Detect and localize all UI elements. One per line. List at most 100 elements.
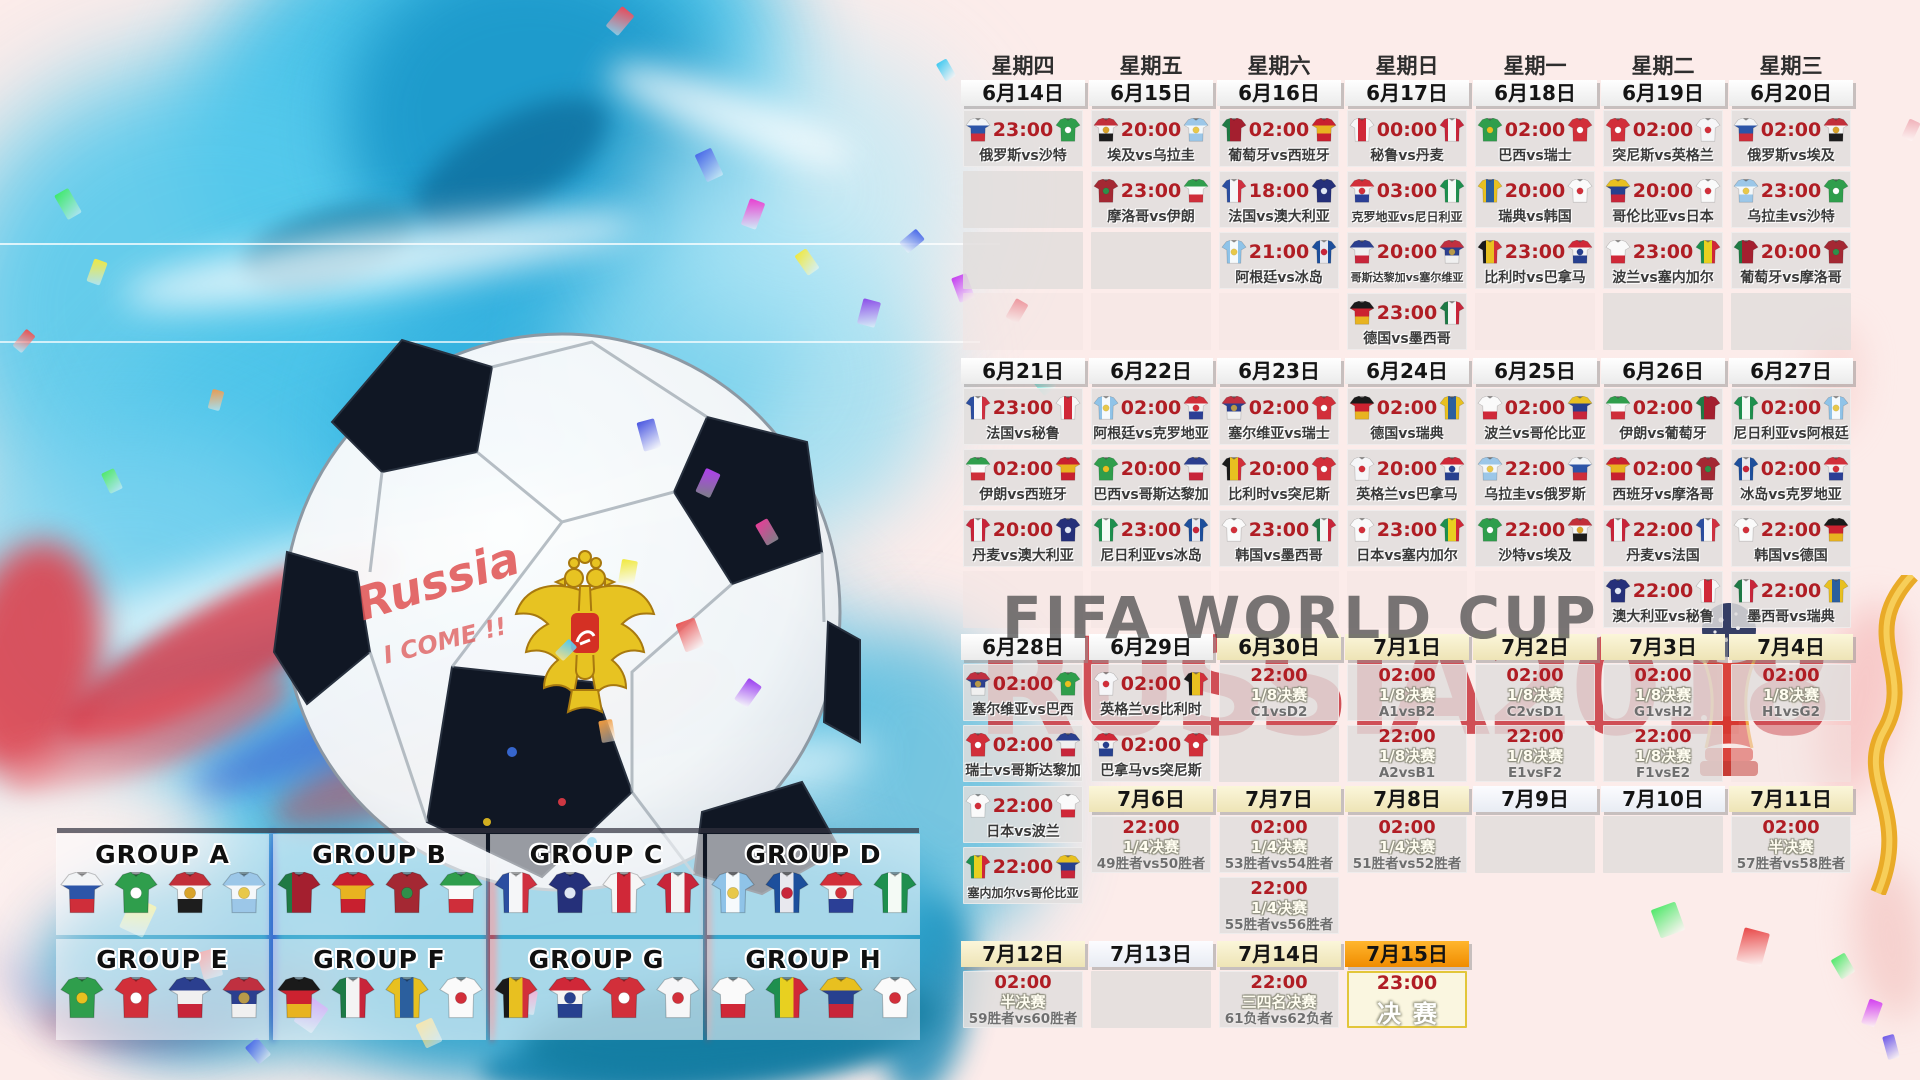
empty-cell [1091,232,1211,289]
match-cell: 23:00 波兰vs塞内加尔 [1603,232,1723,289]
vs-label: vs [1399,210,1415,224]
away-team-name: 克罗地亚 [1785,487,1842,503]
jersey-france-icon [1221,178,1247,203]
knockout-teams-label: H1vsG2 [1761,704,1820,720]
match-teams-label: 英格兰vs巴拿马 [1347,485,1467,505]
match-teams-label: 德国vs瑞典 [1347,424,1467,444]
knockout-cell: 02:00 1/8决赛 H1vsG2 [1731,664,1851,721]
empty-cell [1731,725,1851,782]
match-time: 02:00 [992,457,1054,480]
match-cell-top: 23:00 [1347,293,1467,329]
away-team-name: 塞内加尔 [1401,548,1458,564]
jersey-tunisia-icon [1311,456,1337,481]
vs-label: vs [1654,148,1672,164]
match-cell-top: 23:00 [1091,510,1211,546]
vs-label: vs [1014,426,1032,442]
knockout-teams-label: 61负者vs62负者 [1224,1011,1334,1027]
date-header: 6月28日 [961,634,1085,660]
date-header: 6月26日 [1601,358,1725,384]
match-teams-label: 伊朗vs西班牙 [963,485,1083,505]
group-title: GROUP F [313,945,446,974]
match-time: 02:00 [1378,817,1436,838]
group-box-e: GROUP E [57,940,268,1039]
date-header: 7月11日 [1729,786,1853,812]
match-teams-label: 波兰vs塞内加尔 [1603,268,1723,288]
match-cell-top: 20:00 [1731,232,1851,268]
group-title: GROUP B [312,840,447,869]
away-team-name: 伊朗 [1166,209,1195,225]
empty-cell [1219,571,1339,628]
match-cell: 23:00 法国vs秘鲁 [963,388,1083,445]
match-teams-label: 西班牙vs摩洛哥 [1603,485,1723,505]
home-team-name: 德国 [1363,331,1392,347]
match-time: 02:00 [992,672,1054,695]
away-team-name: 比利时 [1159,702,1202,718]
vs-label: vs [1007,487,1025,503]
home-team-name: 葡萄牙 [1228,148,1271,164]
match-teams-label: 韩国vs德国 [1731,546,1851,566]
jersey-nigeria-icon [1733,395,1759,420]
match-cell-top: 02:00 [963,449,1083,485]
date-header: 7月8日 [1345,786,1469,812]
jersey-poland-icon [710,976,756,1019]
jersey-france-icon [965,395,991,420]
match-teams-label: 摩洛哥vs伊朗 [1091,207,1211,227]
match-cell: 20:00 比利时vs突尼斯 [1219,449,1339,506]
vs-label: vs [1028,702,1046,718]
match-time: 23:00 [1504,240,1566,263]
match-cell-top: 23:00 [1091,171,1211,207]
weekday-label: 星期三 [1759,54,1823,78]
home-team-name: 埃及 [1107,148,1136,164]
match-time: 02:00 [1248,118,1310,141]
home-team-name: 比利时 [1484,270,1527,286]
match-teams-label: 阿根廷vs冰岛 [1219,268,1339,288]
group-box-a: GROUP A [57,835,268,934]
match-cell: 22:00 乌拉圭vs俄罗斯 [1475,449,1595,506]
match-teams-label: 巴西vs哥斯达黎加 [1091,485,1211,505]
jersey-australia-icon [547,871,593,914]
knockout-stage: 1/8决赛 [1634,747,1692,765]
match-teams-label: 突尼斯vs英格兰 [1603,146,1723,166]
knockout-cell: 22:00 1/4决赛 55胜者vs56胜者 [1219,877,1339,934]
weekday-label: 星期五 [1119,54,1183,78]
match-time: 23:00 [1376,301,1438,324]
jersey-iceland-icon [764,871,810,914]
vs-label: vs [1526,270,1544,286]
match-time: 22:00 [1632,579,1694,602]
match-cell: 02:00 西班牙vs摩洛哥 [1603,449,1723,506]
jersey-denmark-icon [965,517,991,542]
jersey-iran-icon [438,871,484,914]
vs-label: vs [1789,426,1807,442]
vs-label: vs [1782,270,1800,286]
jersey-morocco-icon [1093,178,1119,203]
match-time: 20:00 [1632,179,1694,202]
jersey-nigeria-icon [1439,178,1465,203]
match-teams-label: 哥斯达黎加vs塞尔维亚 [1347,268,1467,288]
vs-label: vs [1526,548,1544,564]
jersey-colombia-icon [1567,395,1593,420]
match-cell-top: 02:00 [1091,388,1211,424]
jersey-egypt-icon [1823,117,1849,142]
jersey-brazil-icon [59,976,105,1019]
jersey-uruguay-icon [1183,117,1209,142]
jersey-croatia-icon [818,871,864,914]
knockout-teams-label: A1vsB2 [1378,704,1436,720]
jersey-peru-icon [601,871,647,914]
home-team-name: 日本 [1356,548,1385,564]
empty-cell [1347,571,1467,628]
group-jerseys [491,871,702,914]
vs-label: vs [1526,209,1544,225]
home-team-name: 伊朗 [979,487,1008,503]
match-cell-top: 22:00 [1731,510,1851,546]
home-team-name: 法国 [986,426,1015,442]
match-time: 22:00 [1632,518,1694,541]
jersey-costa-rica-icon [1055,732,1081,757]
home-team-name: 阿根廷 [1093,426,1136,442]
knockout-cell: 22:00 1/8决赛 C1vsD2 [1219,664,1339,721]
match-time: 23:00 [992,396,1054,419]
away-team-name: 秘鲁 [1031,426,1060,442]
home-team-name: 法国 [1228,209,1257,225]
away-team-name: 阿根廷 [1806,426,1849,442]
knockout-teams-label: G1vsH2 [1633,704,1692,720]
jersey-panama-icon [547,976,593,1019]
